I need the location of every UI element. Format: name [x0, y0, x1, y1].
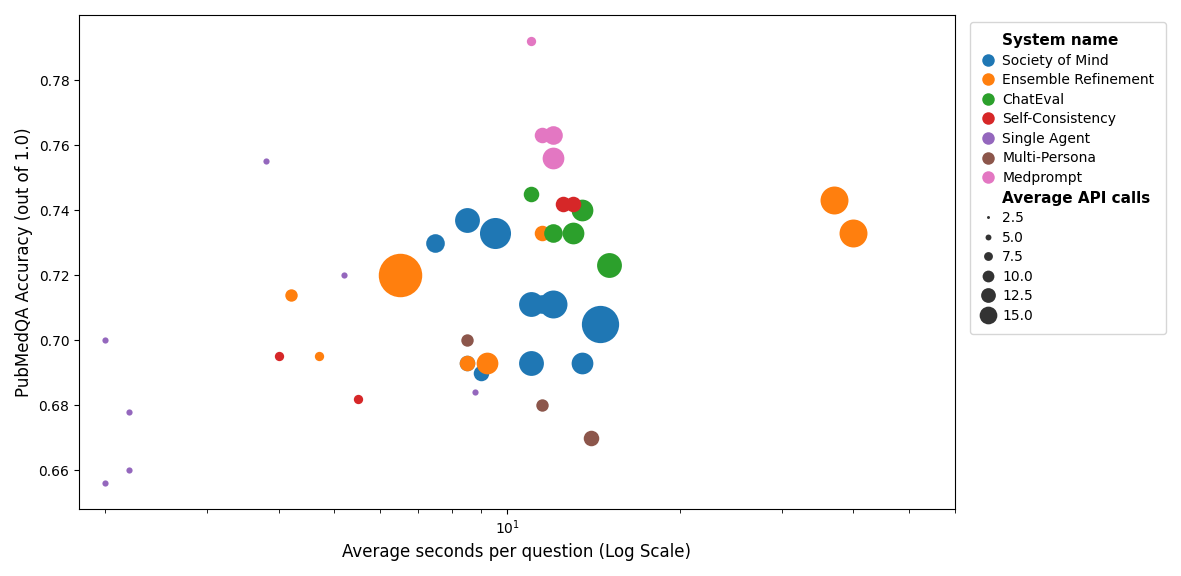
Point — [256, 157, 275, 166]
Point — [573, 358, 592, 367]
Point — [309, 352, 328, 361]
Point — [485, 228, 504, 237]
X-axis label: Average seconds per question (Log Scale): Average seconds per question (Log Scale) — [342, 543, 691, 561]
Point — [543, 300, 562, 309]
Point — [599, 261, 618, 270]
Legend: System name, Society of Mind, Ensemble Refinement, ChatEval, Self-Consistency, S: System name, Society of Mind, Ensemble R… — [971, 22, 1166, 334]
Point — [522, 36, 541, 46]
Point — [844, 228, 863, 237]
Point — [390, 271, 409, 280]
Point — [96, 479, 115, 488]
Point — [824, 196, 843, 205]
Point — [471, 368, 490, 377]
Point — [543, 228, 562, 237]
Point — [119, 407, 138, 416]
Point — [96, 335, 115, 344]
Point — [119, 465, 138, 475]
Y-axis label: PubMedQA Accuracy (out of 1.0): PubMedQA Accuracy (out of 1.0) — [15, 127, 33, 397]
Point — [281, 290, 300, 299]
Point — [334, 271, 353, 280]
Point — [563, 228, 582, 237]
Point — [533, 131, 552, 140]
Point — [582, 433, 601, 442]
Point — [590, 319, 609, 328]
Point — [269, 352, 288, 361]
Point — [533, 228, 552, 237]
Point — [573, 206, 592, 215]
Point — [477, 358, 496, 367]
Point — [543, 131, 562, 140]
Point — [348, 394, 367, 403]
Point — [426, 238, 445, 247]
Point — [522, 300, 541, 309]
Point — [533, 400, 552, 410]
Point — [457, 215, 476, 225]
Point — [457, 358, 476, 367]
Point — [563, 199, 582, 208]
Point — [457, 335, 476, 344]
Point — [466, 388, 485, 397]
Point — [554, 199, 573, 208]
Point — [522, 189, 541, 198]
Point — [522, 358, 541, 367]
Point — [457, 358, 476, 367]
Point — [543, 153, 562, 162]
Point — [533, 300, 552, 309]
